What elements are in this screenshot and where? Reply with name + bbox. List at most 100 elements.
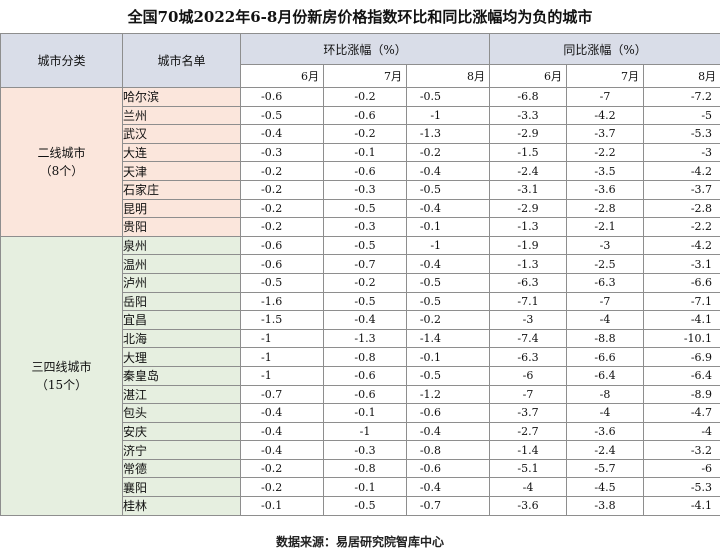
- city-name: 济宁: [122, 440, 241, 460]
- yoy-value: -7.4: [489, 328, 568, 349]
- yoy-value: -2.4: [566, 440, 645, 460]
- yoy-value: -4: [566, 310, 645, 330]
- mom-value: -1: [405, 105, 491, 126]
- mom-value: -0.1: [240, 496, 324, 516]
- yoy-value: -4.5: [566, 477, 645, 498]
- yoy-value: -2.9: [489, 198, 568, 219]
- data-source-note: 数据来源：易居研究院智库中心: [275, 534, 444, 549]
- yoy-value: -3.3: [489, 105, 568, 126]
- mom-value: -1: [240, 365, 324, 386]
- yoy-value: -3.7: [566, 124, 645, 144]
- yoy-value: -6.8: [489, 87, 568, 107]
- yoy-value: -5: [643, 105, 720, 126]
- table-row: 天津 -0.2 -0.6 -0.4 -2.4 -3.5 -4.2: [1, 161, 720, 181]
- city-name: 天津: [122, 161, 241, 181]
- mom-value: -0.5: [240, 105, 324, 126]
- price-index-table: 城市分类 城市名单 环比涨幅（%） 同比涨幅（%） 6月 7月 8月 6月 7月…: [0, 33, 720, 516]
- yoy-value: -5.3: [643, 477, 720, 498]
- header-category: 城市分类: [0, 33, 123, 88]
- city-name: 安庆: [122, 421, 241, 442]
- mom-value: -0.6: [405, 458, 491, 479]
- table-row: 石家庄 -0.2 -0.3 -0.5 -3.1 -3.6 -3.7: [1, 179, 720, 200]
- city-name: 昆明: [122, 198, 241, 219]
- table-row: 大连 -0.3 -0.1 -0.2 -1.5 -2.2 -3: [1, 142, 720, 163]
- yoy-value: -1.5: [489, 142, 568, 163]
- yoy-value: -3.1: [643, 254, 720, 274]
- yoy-value: -3: [489, 310, 568, 330]
- yoy-value: -2.5: [566, 254, 645, 274]
- yoy-value: -4.7: [643, 403, 720, 423]
- mom-value: -1.4: [405, 328, 491, 349]
- mom-value: -0.6: [240, 254, 324, 274]
- table-row: 二线城市 （8个） 哈尔滨 -0.6 -0.2 -0.5 -6.8 -7 -7.2: [0, 87, 720, 237]
- yoy-value: -10.1: [643, 328, 720, 349]
- mom-value: -0.1: [323, 403, 407, 423]
- mom-value: -1.5: [240, 310, 324, 330]
- header-mom-month: 6月: [240, 64, 324, 88]
- header-yoy: 同比涨幅（%）: [489, 33, 720, 65]
- yoy-value: -4.1: [643, 496, 720, 516]
- city-name: 北海: [122, 328, 241, 349]
- table-row: 秦皇岛 -1 -0.6 -0.5 -6 -6.4 -6.4: [1, 365, 720, 386]
- city-name: 桂林: [122, 496, 241, 516]
- mom-value: -0.8: [323, 458, 407, 479]
- yoy-value: -7: [566, 87, 645, 107]
- table-body: 二线城市 （8个） 哈尔滨 -0.6 -0.2 -0.5 -6.8 -7 -7.2 兰州 -0.5-…: [0, 87, 720, 516]
- mom-value: -0.2: [240, 161, 324, 181]
- city-name: 温州: [122, 254, 241, 274]
- yoy-value: -6.4: [566, 365, 645, 386]
- mom-value: -0.1: [405, 217, 491, 237]
- table-title: 全国70城2022年6-8月份新房价格指数环比和同比涨幅均为负的城市: [0, 0, 720, 34]
- mom-value: -0.8: [323, 347, 407, 367]
- mom-value: -0.6: [240, 235, 324, 256]
- mom-value: -1.2: [405, 384, 491, 405]
- mom-value: -0.2: [405, 142, 491, 163]
- yoy-value: -7: [489, 384, 568, 405]
- mom-value: -1: [240, 328, 324, 349]
- mom-value: -0.2: [240, 477, 324, 498]
- city-name: 大理: [122, 347, 241, 367]
- mom-value: -0.4: [240, 440, 324, 460]
- mom-value: -0.5: [405, 179, 491, 200]
- table-row: 兰州 -0.5 -0.6 -1 -3.3 -4.2 -5: [1, 105, 720, 126]
- city-name: 宜昌: [122, 310, 241, 330]
- city-name: 泸州: [122, 272, 241, 293]
- mom-value: -0.2: [240, 217, 324, 237]
- yoy-value: -2.1: [566, 217, 645, 237]
- yoy-value: -6.9: [643, 347, 720, 367]
- mom-value: -0.5: [405, 291, 491, 312]
- yoy-value: -1.4: [489, 440, 568, 460]
- table-row: 泸州 -0.5 -0.2 -0.5 -6.3 -6.3 -6.6: [1, 272, 720, 293]
- category-label: 三四线城市: [31, 359, 92, 374]
- mom-value: -0.5: [323, 235, 407, 256]
- table-row: 济宁 -0.4 -0.3 -0.8 -1.4 -2.4 -3.2: [1, 440, 720, 460]
- yoy-value: -7.1: [643, 291, 720, 312]
- table-row: 宜昌 -1.5 -0.4 -0.2 -3 -4 -4.1: [1, 310, 720, 330]
- table-row: 襄阳 -0.2 -0.1 -0.4 -4 -4.5 -5.3: [1, 477, 720, 498]
- mom-value: -0.4: [405, 254, 491, 274]
- header-mom-month: 7月: [323, 64, 407, 88]
- mom-value: -0.4: [323, 310, 407, 330]
- mom-value: -0.6: [240, 87, 324, 107]
- mom-value: -0.5: [240, 272, 324, 293]
- table-row: 贵阳 -0.2 -0.3 -0.1 -1.3 -2.1 -2.2: [1, 217, 720, 237]
- mom-value: -0.4: [240, 403, 324, 423]
- table-row: 包头 -0.4 -0.1 -0.6 -3.7 -4 -4.7: [1, 403, 720, 423]
- yoy-value: -4: [566, 403, 645, 423]
- yoy-value: -2.7: [489, 421, 568, 442]
- mom-value: -0.5: [405, 365, 491, 386]
- yoy-value: -2.4: [489, 161, 568, 181]
- city-name: 常德: [122, 458, 241, 479]
- yoy-value: -7.1: [489, 291, 568, 312]
- city-name: 哈尔滨: [122, 87, 241, 107]
- table-row: 安庆 -0.4 -1 -0.4 -2.7 -3.6 -4: [1, 421, 720, 442]
- mom-value: -0.2: [240, 198, 324, 219]
- yoy-value: -2.8: [643, 198, 720, 219]
- mom-value: -0.4: [405, 421, 491, 442]
- yoy-value: -4.1: [643, 310, 720, 330]
- mom-value: -0.7: [405, 496, 491, 516]
- category-cell: 二线城市 （8个）: [0, 87, 123, 237]
- city-name: 贵阳: [122, 217, 241, 237]
- header-yoy-month: 7月: [566, 64, 645, 88]
- yoy-value: -3.7: [489, 403, 568, 423]
